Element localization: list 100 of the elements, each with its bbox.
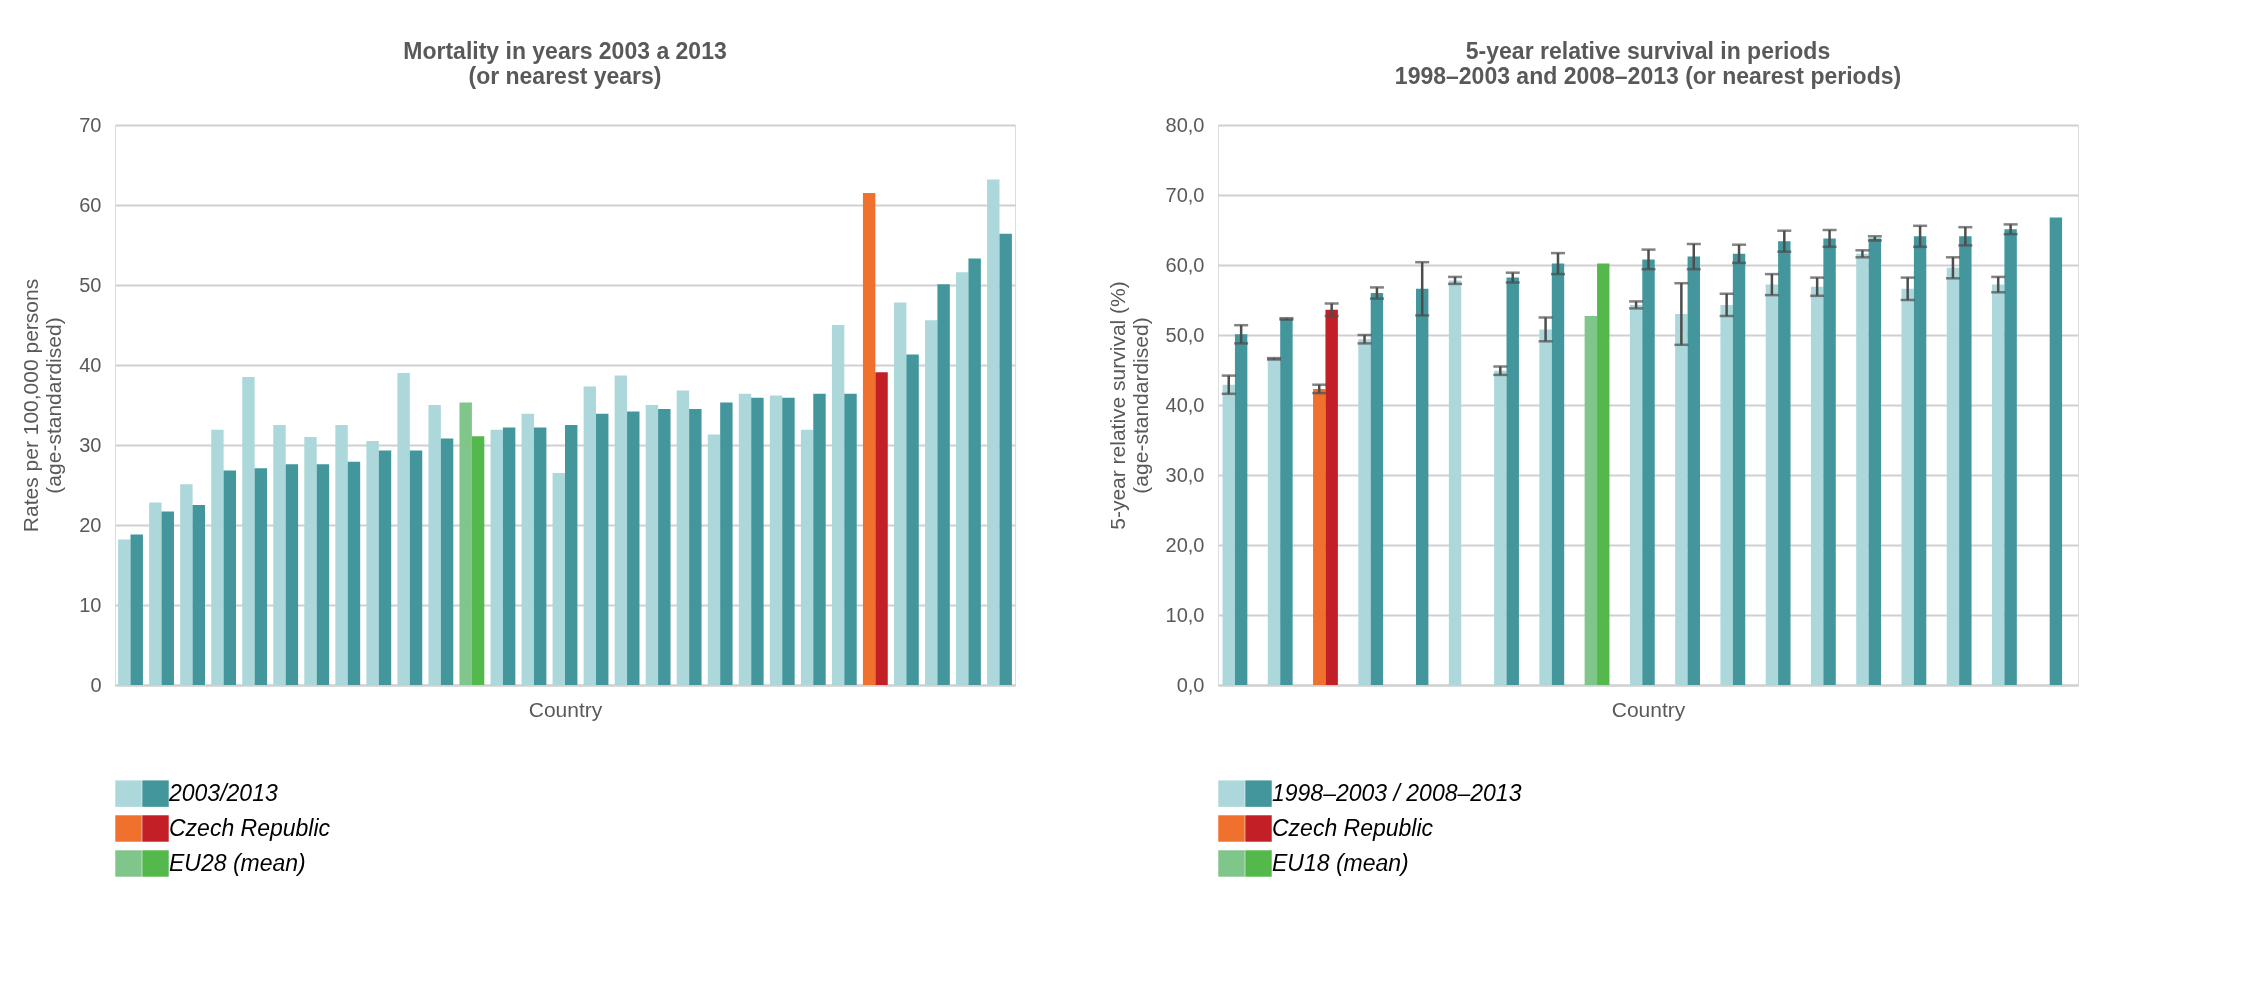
bar (366, 441, 379, 685)
bar (254, 468, 268, 685)
bar (459, 402, 472, 685)
y-axis-title: 5-year relative survival (%) (age-standardised) (1105, 281, 1152, 530)
bar (738, 393, 752, 685)
bar (273, 425, 286, 685)
bar (347, 461, 361, 685)
y-tick-label: 20,0 (1165, 533, 1205, 556)
bar (118, 539, 131, 685)
bar (409, 450, 423, 685)
bar (925, 320, 938, 685)
bar (862, 193, 876, 685)
y-tick-label: 40,0 (1165, 393, 1205, 416)
bar (1778, 241, 1791, 685)
bar (149, 502, 162, 685)
bar (378, 450, 392, 685)
y-axis-title: Rates per 100,000 persons (age-standardised) (19, 278, 66, 533)
bar (533, 427, 547, 685)
bar (1946, 267, 1960, 685)
bar (893, 302, 907, 685)
bar (956, 272, 969, 685)
bar (937, 284, 950, 685)
bar (1267, 358, 1281, 685)
bar (596, 413, 609, 685)
bar (583, 386, 597, 685)
bar (1234, 334, 1248, 685)
legend-label: Czech Republic (169, 814, 331, 841)
bar (751, 397, 764, 685)
bar (1551, 263, 1565, 685)
bar (161, 511, 174, 685)
bar (1959, 236, 1972, 685)
bar (1325, 309, 1338, 685)
bar (2004, 229, 2017, 685)
legend-label: EU28 (mean) (169, 849, 306, 876)
bar (211, 429, 224, 685)
legend-label: Czech Republic (1272, 814, 1434, 841)
bar (285, 464, 299, 685)
y-tick-label: 0 (90, 673, 102, 696)
bar (565, 425, 578, 685)
bar (906, 354, 919, 685)
bar (1222, 384, 1235, 685)
y-tick-label: 40 (79, 353, 102, 376)
bar (1687, 256, 1700, 685)
y-tick-label: 80,0 (1165, 113, 1205, 136)
bar (999, 233, 1012, 685)
y-tick-label: 50 (79, 273, 102, 296)
bar (1584, 316, 1598, 685)
bar (130, 534, 143, 685)
bar (658, 409, 671, 685)
bar (397, 373, 410, 685)
bar (1539, 329, 1552, 685)
bar (627, 411, 640, 685)
legend-label: 2003/2013 (168, 779, 278, 806)
bar (1810, 286, 1824, 685)
y-tick-label: 20 (79, 513, 102, 536)
bar (875, 372, 888, 685)
x-axis-title: Country (1611, 697, 1686, 721)
chart-title: 5-year relative survival in periods 1998–2003 and 2008–2013 (or nearest periods) (1394, 38, 1902, 89)
y-tick-label: 70,0 (1165, 183, 1205, 206)
y-tick-label: 70 (79, 113, 102, 136)
bar (800, 429, 814, 685)
x-axis-title: Country (528, 697, 603, 721)
y-tick-label: 60,0 (1165, 253, 1205, 276)
bar (831, 325, 845, 685)
bar (428, 405, 441, 685)
y-tick-label: 10 (79, 593, 102, 616)
bar (1415, 288, 1429, 685)
bar (1732, 253, 1746, 685)
bar (1597, 263, 1610, 685)
bar (987, 179, 1000, 685)
bar (471, 436, 485, 685)
bar (689, 409, 702, 685)
bar (521, 413, 534, 685)
bar (1675, 314, 1688, 685)
bar (223, 470, 237, 685)
legend-label: 1998–2003 / 2008–2013 (1272, 779, 1522, 806)
chart-title: Mortality in years 2003 a 2013 (or nearest years) (403, 38, 727, 89)
bar (1642, 259, 1655, 685)
bar (782, 397, 795, 685)
bar (1913, 236, 1927, 685)
bar (1901, 288, 1914, 685)
bar (813, 393, 826, 685)
bar (676, 390, 690, 685)
bar (1992, 284, 2005, 685)
bar (304, 437, 317, 685)
bar (552, 473, 565, 685)
bar (720, 402, 733, 685)
legend-label: EU18 (mean) (1272, 849, 1409, 876)
y-tick-label: 0,0 (1176, 673, 1205, 696)
bar (2049, 217, 2063, 685)
bar (1765, 284, 1779, 685)
bar (192, 505, 205, 685)
y-tick-label: 30,0 (1165, 463, 1205, 486)
bar (335, 425, 348, 685)
y-tick-label: 60 (79, 193, 102, 216)
bar (490, 429, 503, 685)
bar (440, 438, 454, 685)
bar (1823, 238, 1836, 685)
bar (614, 375, 628, 685)
bar (769, 395, 783, 685)
